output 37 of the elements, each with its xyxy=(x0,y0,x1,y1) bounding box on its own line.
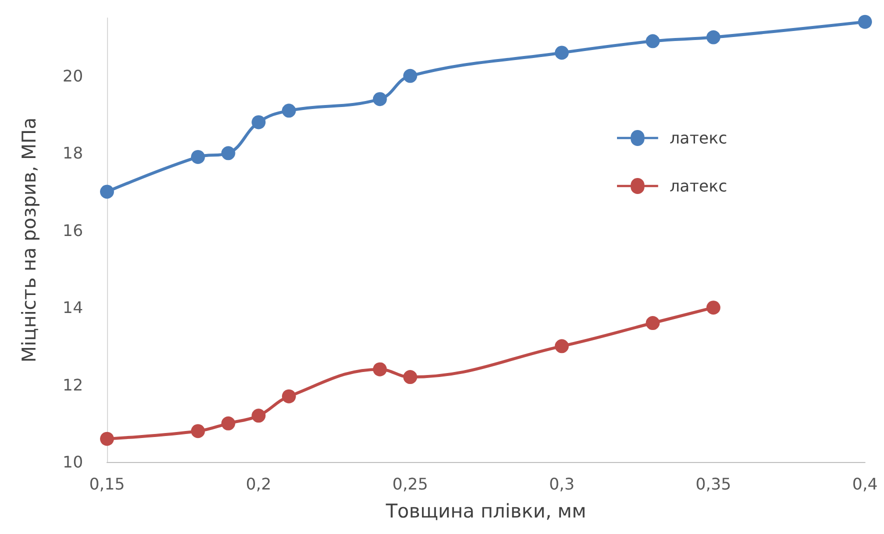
point xyxy=(100,184,114,199)
x-tick-label: 0,4 xyxy=(852,474,878,494)
point xyxy=(100,432,114,446)
x-tick-label: 0,25 xyxy=(392,474,428,494)
point xyxy=(372,362,387,376)
x-tick-label: 0,15 xyxy=(89,474,125,494)
point xyxy=(403,68,418,83)
point xyxy=(372,92,387,106)
y-tick-label: 12 xyxy=(62,375,83,394)
y-tick-label: 18 xyxy=(62,144,83,163)
point xyxy=(646,34,660,48)
legend-label: латекс xyxy=(670,128,728,148)
y-tick-label: 16 xyxy=(62,220,83,240)
point xyxy=(282,389,296,404)
y-tick-label: 10 xyxy=(62,452,83,472)
point xyxy=(190,424,205,438)
point xyxy=(282,104,296,118)
point xyxy=(190,150,205,164)
point xyxy=(554,339,569,354)
point xyxy=(706,30,720,44)
legend-label: латекс xyxy=(670,176,728,196)
point xyxy=(221,146,236,160)
point xyxy=(646,316,660,330)
x-tick-label: 0,35 xyxy=(696,474,732,494)
point xyxy=(554,46,569,60)
y-tick-label: 14 xyxy=(62,298,83,318)
point xyxy=(221,416,236,430)
point xyxy=(252,115,266,130)
point xyxy=(252,408,266,423)
x-tick-label: 0,3 xyxy=(549,474,575,494)
x-axis-title: Товщина плівки, мм xyxy=(384,500,586,522)
x-tick-label: 0,2 xyxy=(246,474,272,494)
point xyxy=(403,370,418,384)
point xyxy=(706,300,720,315)
point xyxy=(858,14,872,29)
y-axis-title: Міцність на розрив, МПа xyxy=(18,118,40,362)
y-tick-label: 20 xyxy=(62,66,83,86)
